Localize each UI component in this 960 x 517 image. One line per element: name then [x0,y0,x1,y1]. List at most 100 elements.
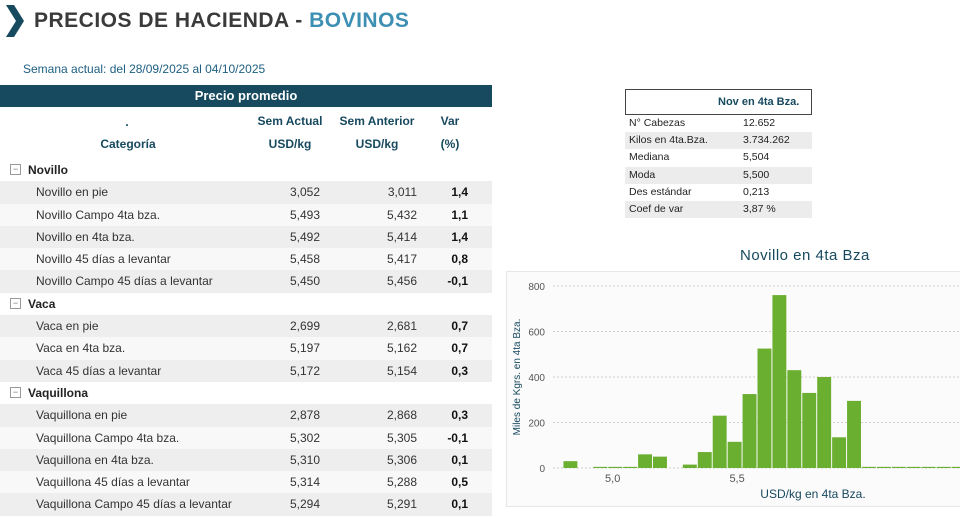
col-var-header[interactable]: Var [440,114,460,128]
row-anterior: 5,456 [386,274,417,289]
collapse-icon[interactable]: − [10,386,21,398]
y-tick-label: 400 [528,373,545,384]
stats-row: N° Cabezas 12.652 [625,115,812,132]
table-body: − Novillo Novillo en pie 3,052 3,011 1,4 Novil… [0,159,492,516]
row-var: 0,3 [451,363,468,378]
row-var: 0,1 [451,497,468,512]
row-category: Novillo en 4ta bza. [36,229,135,244]
col-anterior-header[interactable]: Sem Anterior [339,114,415,128]
row-actual: 5,197 [289,341,320,356]
y-tick-label: 200 [528,419,545,430]
histogram-bar [757,348,772,468]
row-anterior: 5,288 [386,475,417,490]
week-label: Semana actual: del 28/09/2025 al 04/10/2… [23,62,266,76]
table-top-header: Precio promedio [0,85,492,107]
row-actual: 2,699 [289,319,320,334]
price-table: Precio promedio . Categoría Sem Actual U… [0,85,492,516]
row-actual: 5,458 [289,252,320,267]
row-anterior: 5,305 [386,430,417,445]
histogram-bar [832,437,847,468]
stats-row: Coef de var 3,87 % [625,200,812,219]
table-row: Novillo Campo 4ta bza. 5,493 5,432 1,1 [0,203,492,226]
histogram-bar [742,394,757,468]
histogram-bar [847,400,861,468]
row-anterior: 5,417 [386,252,417,267]
stats-row: Des estándar 0,213 [625,184,812,201]
stat-label: Mediana [629,151,670,164]
x-tick-label: 5,0 [605,473,620,485]
histogram-bar [712,415,727,468]
col-actual-unit: USD/kg [268,137,312,151]
collapse-icon[interactable]: − [10,164,21,175]
row-anterior: 5,414 [386,229,417,244]
page-title: PRECIOS DE HACIENDA - BOVINOS [34,9,409,33]
histogram-bar [861,466,876,468]
row-actual: 5,172 [289,363,320,378]
stat-label: N° Cabezas [629,117,686,129]
col-actual-header[interactable]: Sem Actual [257,114,323,128]
row-var: 0,8 [451,252,468,267]
row-actual: 5,302 [289,430,320,445]
collapse-icon[interactable]: − [10,297,21,309]
table-row: Vaca 45 días a levantar 5,172 5,154 0,3 [0,359,492,382]
table-row: Vaquillona en pie 2,878 2,868 0,3 [0,404,492,427]
table-column-headers: . Categoría Sem Actual USD/kg Sem Anteri… [0,107,492,159]
row-anterior: 2,681 [386,319,417,334]
row-category: Vaca en pie [36,319,99,334]
group-label: Vaca [28,296,56,311]
col-anterior-unit: USD/kg [355,137,399,151]
row-var: 0,5 [451,475,468,490]
histogram-chart: 0 200 400 600 800 5,0 5,5 USD/kg en 4ta Bza. Mil… [506,271,960,507]
row-anterior: 5,291 [386,497,417,512]
histogram-bar [951,466,960,468]
histogram-bar [936,466,951,468]
table-row: Vaca en pie 2,699 2,681 0,7 [0,315,492,338]
row-actual: 5,450 [289,274,320,289]
stat-label: Des estándar [629,185,692,198]
histogram-bar [891,466,906,468]
stats-row: Kilos en 4ta.Bza. 3.734.262 [625,132,812,150]
stat-value: 3,87 % [743,202,776,215]
stat-label: Kilos en 4ta.Bza. [629,134,708,147]
group-row-novillo[interactable]: − Novillo [0,159,492,182]
x-tick-label: 5,5 [729,473,744,485]
row-var: 0,7 [451,341,468,356]
chevron-right-icon [6,5,24,37]
histogram-bar [876,466,891,468]
histogram-bar [787,370,802,468]
col-dot-label: . [125,115,129,129]
row-actual: 5,493 [289,207,320,222]
title-accent: BOVINOS [309,9,410,32]
x-axis-label: USD/kg en 4ta Bza. [760,487,865,501]
row-anterior: 3,011 [387,185,417,200]
row-anterior: 5,432 [386,207,417,222]
group-row-vaquillona[interactable]: − Vaquillona [0,381,492,405]
row-anterior: 5,154 [386,363,417,378]
stat-value: 3.734.262 [743,134,790,147]
stat-label: Coef de var [629,202,684,215]
histogram-bar [682,464,697,468]
col-categoria-header[interactable]: Categoría [100,137,156,151]
row-actual: 5,314 [289,475,320,490]
group-row-vaca[interactable]: − Vaca [0,292,492,316]
row-var: 0,3 [451,408,468,423]
y-tick-label: 0 [539,464,545,475]
row-var: 0,7 [451,319,468,334]
row-category: Vaquillona en 4ta bza. [36,452,154,467]
table-row: Novillo Campo 45 días a levantar 5,450 5,4… [0,270,492,293]
histogram-bar [638,454,653,468]
group-label: Vaquillona [28,385,89,400]
col-var-unit: (%) [440,137,460,151]
page-header: PRECIOS DE HACIENDA - BOVINOS [6,4,409,38]
histogram-bar [697,452,712,468]
table-row: Vaquillona Campo 45 días a levantar 5,294… [0,493,492,516]
row-var: 0,1 [451,452,468,467]
row-actual: 5,310 [289,452,320,467]
row-category: Vaquillona Campo 4ta bza. [36,430,180,445]
stat-value: 5,504 [743,151,770,164]
row-var: 1,1 [451,207,468,222]
stats-row: Moda 5,500 [625,166,812,184]
row-category: Vaquillona Campo 45 días a levantar [36,497,232,512]
row-category: Vaquillona en pie [36,408,128,423]
title-main: PRECIOS DE HACIENDA - [34,9,310,32]
